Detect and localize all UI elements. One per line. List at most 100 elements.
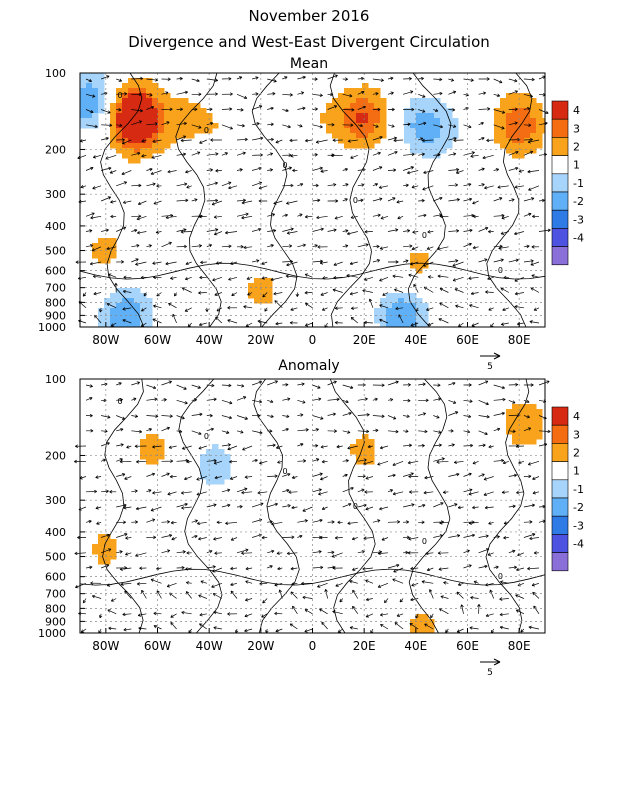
heatmap-cell — [428, 148, 435, 154]
circulation-vector — [291, 505, 298, 510]
circulation-vector — [424, 623, 434, 630]
circulation-vector — [452, 261, 464, 267]
circulation-vector — [463, 430, 471, 434]
circulation-vector — [312, 565, 324, 570]
heatmap-cell — [410, 624, 417, 630]
heatmap-cell — [140, 93, 147, 99]
circulation-vector — [180, 491, 192, 495]
circulation-vector — [304, 628, 313, 633]
heatmap-cell — [128, 293, 135, 299]
circulation-vector — [409, 622, 419, 630]
heatmap-cell — [158, 138, 165, 144]
circulation-vector — [85, 413, 93, 418]
heatmap-cell — [152, 103, 159, 109]
heatmap-cell — [140, 83, 147, 89]
circulation-vector — [86, 428, 94, 433]
circulation-vector — [349, 579, 358, 584]
circulation-vector — [508, 504, 516, 509]
circulation-vector — [282, 124, 291, 129]
circulation-vector — [141, 139, 147, 143]
circulation-vector — [286, 261, 298, 267]
x-tick-label: 0 — [309, 639, 317, 653]
colorbar-label: -1 — [573, 177, 584, 190]
circulation-vector — [478, 91, 487, 95]
heatmap-cell — [344, 128, 351, 134]
circulation-vector — [122, 612, 132, 617]
heatmap-cell — [506, 429, 513, 435]
circulation-vector — [291, 475, 298, 480]
circulation-vector — [508, 166, 519, 171]
circulation-vector — [327, 105, 338, 110]
circulation-vector — [110, 322, 117, 327]
heatmap-cell — [158, 148, 165, 154]
heatmap-cell — [158, 98, 165, 104]
circulation-vector — [372, 244, 380, 249]
circulation-vector — [200, 260, 207, 265]
circulation-vector — [463, 124, 472, 129]
circulation-vector — [196, 476, 207, 481]
circulation-vector — [342, 399, 349, 404]
circulation-vector — [387, 398, 394, 402]
heatmap-cell — [410, 298, 417, 304]
heatmap-cell — [146, 78, 153, 84]
heatmap-cell — [524, 429, 531, 435]
circulation-vector — [267, 213, 276, 217]
heatmap-cell — [362, 459, 369, 465]
heatmap-cell — [218, 469, 225, 475]
heatmap-cell — [158, 108, 165, 114]
heatmap-cell — [98, 549, 105, 555]
circulation-vector — [172, 313, 177, 324]
heatmap-cell — [128, 133, 135, 139]
heatmap-cell — [524, 148, 531, 154]
heatmap-cell — [206, 454, 213, 460]
heatmap-cell — [356, 444, 363, 450]
circulation-vector — [372, 259, 381, 263]
circulation-vector — [191, 244, 202, 248]
circulation-vector — [463, 414, 472, 419]
heatmap-cell — [410, 263, 417, 269]
colorbar-segment — [551, 246, 569, 266]
circulation-vector — [241, 551, 253, 555]
heatmap-cell — [110, 118, 117, 124]
circulation-vector — [394, 622, 404, 630]
heatmap-cell — [428, 128, 435, 134]
circulation-vector — [80, 628, 87, 633]
heatmap-cell — [422, 308, 429, 314]
heatmap-cell — [98, 78, 105, 84]
zero-contour — [253, 378, 300, 634]
heatmap-cell — [218, 479, 225, 485]
heatmap-cell — [362, 138, 369, 144]
circulation-vector — [384, 598, 389, 604]
heatmap-cell — [146, 128, 153, 134]
circulation-vector — [538, 198, 545, 203]
heatmap-cell — [542, 118, 546, 124]
circulation-vector — [252, 122, 260, 126]
heatmap-cell — [536, 133, 543, 139]
heatmap-cell — [332, 128, 339, 134]
heatmap-cell — [512, 93, 519, 99]
circulation-vector — [502, 460, 509, 465]
heatmap-cell — [404, 323, 411, 328]
circulation-vector — [478, 564, 488, 569]
heatmap-cell — [410, 128, 417, 134]
circulation-vector — [503, 536, 509, 540]
heatmap-cell — [146, 93, 153, 99]
heatmap-cell — [512, 404, 519, 410]
heatmap-cell — [86, 118, 93, 124]
circulation-vector — [387, 107, 395, 112]
heatmap-cell — [152, 143, 159, 149]
contour-label: 0 — [283, 161, 288, 170]
heatmap-cell — [416, 258, 423, 264]
heatmap-cell — [158, 103, 165, 109]
heatmap-cell — [152, 108, 159, 114]
heatmap-cell — [104, 248, 111, 254]
circulation-vector — [402, 166, 414, 171]
heatmap-cell — [122, 303, 129, 309]
circulation-vector — [472, 200, 479, 205]
heatmap-cell — [128, 323, 135, 328]
circulation-vector — [152, 318, 162, 324]
heatmap-cell — [182, 98, 189, 104]
circulation-vector — [288, 490, 298, 494]
circulation-vector — [100, 441, 110, 447]
